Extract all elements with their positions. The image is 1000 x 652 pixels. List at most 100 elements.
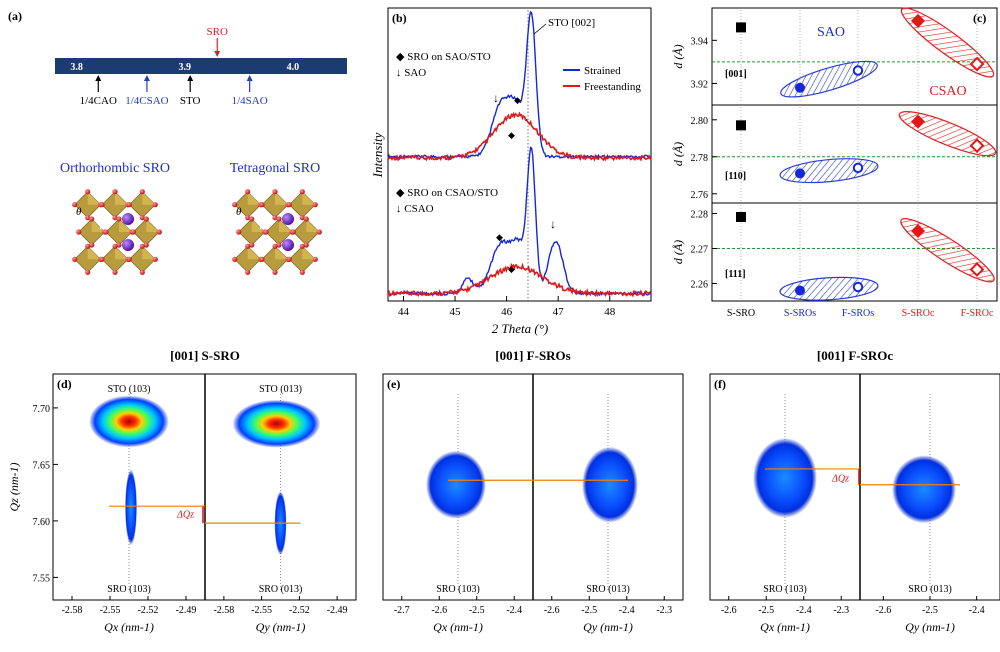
oxygen-atom [272,189,278,195]
top-right-label: STO (013) [259,384,302,395]
xtick-label: 44 [398,306,410,318]
category-label: S-SROc [902,308,935,319]
rsm-panel-label: (f) [714,377,726,391]
oxygen-atom [290,229,296,235]
xlabel-right: Qy (nm-1) [256,620,306,634]
octahedron-face [279,219,292,232]
oxygen-atom [236,229,242,235]
xtick-label: -2.7 [394,605,410,616]
ytick-label: 2.26 [691,280,709,291]
xtick-label: -2.5 [581,605,597,616]
arrow-csao: ↓ [550,217,556,231]
oxygen-atom [72,202,78,208]
point-f-sros [852,162,864,174]
panel-a-label: (a) [8,9,22,23]
panel-c-categories: S-SRO S-SROs F-SROs S-SROc F-SROc [727,308,994,319]
octahedron-face [119,219,132,232]
sro-arrowhead [214,51,221,57]
oxygen-atom [76,229,82,235]
oxygen-atom [99,256,105,262]
sro-peak-left [426,450,486,519]
ytick-label: 2.27 [691,245,709,256]
xtick-label: -2.6 [875,605,891,616]
oxygen-atom [116,216,122,222]
sao-label: SAO [817,25,845,40]
oxygen-atom [126,256,132,262]
panel-c-frame [711,7,998,302]
rsm-panels: [001] S-SRO (d) STO (103) STO (013) ΔQz SRO (… [7,348,1000,634]
xtick-label: -2.6 [431,605,447,616]
peak-markers: ↓ ◆ ◆ ◆ ↓ ◆ [493,91,556,274]
oxygen-atom [112,243,118,249]
orthorhombic-structure [72,189,162,275]
oxygen-atom [272,269,278,275]
bottom-legend-sro: ◆ SRO on CSAO/STO [396,187,498,199]
octahedron-face [115,191,128,205]
ytick-label: 2.80 [691,116,709,127]
xtick-label: -2.6 [544,605,560,616]
sao-ellipse [779,158,879,184]
xtick-label: -2.5 [469,605,485,616]
panel-b-xticks: 44 45 46 47 48 [398,296,616,318]
oxygen-atom [259,256,265,262]
panel-b-label: (b) [392,11,407,25]
oxygen-atom [143,242,149,248]
category-label: F-SROs [842,308,874,319]
peak-label: STO [002] [548,17,595,29]
oxygen-atom [263,229,269,235]
oxygen-atom [299,215,305,221]
xtick-label: -2.58 [213,605,234,616]
oxygen-atom [72,256,78,262]
row-ylabel: d (Å) [671,44,685,68]
ytick-label: 7.65 [33,460,51,471]
xlabel-right: Qy (nm-1) [583,620,633,634]
series-freestanding-top [387,111,652,162]
top-legend-sro: ◆ SRO on SAO/STO [396,51,491,63]
point-f-sros [852,281,864,293]
scale-tick-label: 3.8 [70,62,83,73]
lattice-markers: 1/4CAO 1/4CSAO STO 1/4SAO [80,75,268,107]
oxygen-atom [89,216,95,222]
xtick-label: -2.55 [100,605,121,616]
oxygen-atom [85,243,91,249]
xtick-label: -2.52 [289,605,310,616]
xtick-label: -2.4 [969,605,985,616]
oxygen-atom [112,189,118,195]
oxygen-atom [299,269,305,275]
oxygen-atom [112,215,118,221]
octahedron-face [302,191,316,205]
sr-atom [122,213,134,225]
rsm-yaxis: 7.55 7.60 7.65 7.70 Qz (nm-1) [7,404,58,584]
oxygen-atom [303,242,309,248]
marker-label: STO [180,95,201,107]
csao-ellipse [898,111,997,157]
xtick-label: -2.58 [62,605,83,616]
oxygen-atom [276,216,282,222]
delta-label: ΔQz [176,510,194,521]
point-s-sroc [911,114,925,129]
oxygen-atom [276,242,282,248]
series-strained-bottom [387,146,652,297]
sto-peak-right [232,399,321,448]
octahedron-face [275,191,288,205]
oxygen-atom [249,242,255,248]
ytick-label: 7.60 [33,517,51,528]
octahedron-face [306,219,320,232]
rsm-panel: [001] F-SROc (f) ΔQz SRO (103) SRO (013) -2.6… [709,348,1000,634]
oxygen-atom [272,243,278,249]
bottom-left-label: SRO (103) [436,584,480,595]
oxygen-atom [89,242,95,248]
octahedron-face [87,191,101,205]
point-s-sro [736,22,746,33]
sto-peak-left [89,395,169,448]
octahedron-face [142,191,156,205]
ytick-label: 7.70 [33,404,51,415]
oxygen-atom [85,269,91,275]
oxygen-atom [152,256,158,262]
oxygen-atom [299,189,305,195]
sro-peak-right [582,446,638,523]
oxygen-atom [99,202,105,208]
marker-label: 1/4SAO [232,95,268,107]
marker-label: 1/4CSAO [125,95,168,107]
